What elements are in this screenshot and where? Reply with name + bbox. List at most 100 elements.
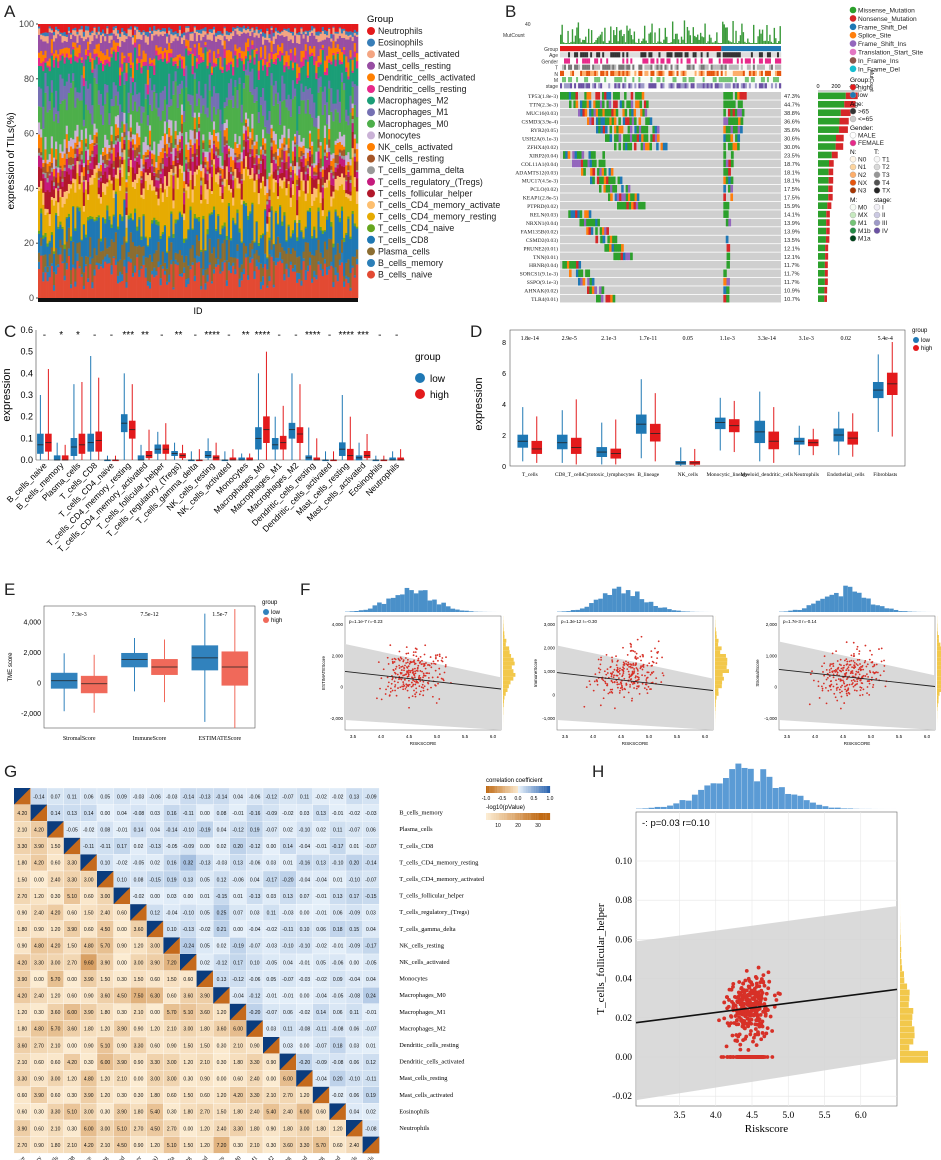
b-annotation-cell [564, 58, 567, 64]
b-annotation-cell [694, 70, 697, 76]
b-mutation-cell [597, 218, 600, 227]
a-bar-segment [206, 24, 209, 34]
a-bar-segment [40, 50, 43, 64]
a-bar-segment [138, 216, 141, 220]
a-bar-segment [240, 264, 244, 273]
a-bar-segment [326, 67, 329, 76]
a-bar-segment [279, 35, 282, 48]
a-bar-segment [195, 262, 199, 299]
a-bar-segment [99, 154, 103, 165]
a-bar-segment [50, 265, 54, 299]
a-bar-segment [242, 24, 246, 26]
b-annotation-cell [732, 83, 735, 89]
a-bar-segment [206, 228, 209, 235]
a-bar-segment [97, 104, 101, 163]
a-bar-segment [52, 290, 56, 299]
a-bar-segment [302, 38, 305, 51]
b-annotation-cell [646, 58, 649, 64]
b-gene-frequency: 47.3% [784, 94, 800, 100]
a-bar-segment [146, 144, 150, 150]
a-bar-segment [67, 30, 71, 33]
a-bar-segment [127, 175, 131, 216]
a-bar-segment [340, 136, 344, 145]
b-mutation-cell [739, 92, 743, 100]
a-bar-segment [291, 165, 295, 170]
a-bar-segment [204, 47, 207, 84]
b-top-bar [766, 25, 768, 44]
a-bar-segment [285, 150, 288, 163]
a-bar-segment [204, 26, 207, 32]
a-bar-segment [330, 33, 333, 39]
a-bar-segment [212, 144, 216, 154]
a-bar-segment [76, 136, 79, 145]
a-bar-segment [146, 154, 150, 158]
a-bar-segment [84, 104, 88, 129]
a-bar-segment [52, 253, 56, 272]
a-bar-segment [174, 173, 177, 220]
a-bar-segment [198, 261, 201, 299]
a-bar-segment [123, 62, 126, 73]
b-mutation-cell [580, 277, 583, 286]
b-mutation-cell [597, 92, 601, 100]
a-bar-segment [187, 277, 190, 285]
c-significance: - [294, 330, 297, 341]
a-bar-segment [131, 37, 135, 45]
a-bar-segment [40, 129, 43, 138]
a-bar-segment [311, 254, 314, 279]
a-bar-segment [180, 24, 184, 34]
a-bar-segment [112, 40, 116, 50]
a-bar-segment [268, 62, 271, 68]
b-annotation-cell [612, 52, 615, 58]
a-bar-segment [306, 168, 310, 174]
a-bar-segment [251, 31, 254, 41]
a-bar-segment [281, 149, 284, 160]
a-bar-segment [291, 99, 295, 141]
a-bar-segment [172, 287, 175, 290]
a-bar-segment [138, 167, 141, 179]
b-mutation-cell [627, 142, 630, 151]
a-bar-segment [163, 189, 167, 225]
a-bar-segment [168, 106, 171, 120]
b-annotation-cell [714, 64, 717, 70]
a-bar-segment [281, 52, 284, 56]
a-bar-segment [187, 168, 190, 172]
a-bar-segment [157, 266, 160, 299]
a-bar-segment [259, 238, 263, 264]
a-bar-segment [262, 154, 265, 160]
a-bar-segment [238, 153, 241, 160]
b-annotation-cell [648, 77, 651, 83]
a-bar-segment [279, 24, 282, 33]
a-bar-segment [89, 177, 92, 186]
a-bar-segment [174, 166, 177, 175]
a-bar-segment [170, 164, 173, 170]
b-annotation-cell [724, 77, 727, 83]
b-mutation-cell [725, 218, 729, 227]
a-bar-segment [93, 24, 96, 27]
b-mutation-cell [723, 151, 727, 159]
a-bar-segment [119, 213, 122, 216]
b-mutation-cell [586, 210, 590, 218]
a-bar-segment [340, 63, 344, 73]
a-bar-segment [336, 168, 340, 176]
b-mutation-cell [740, 100, 743, 109]
a-bar-segment [44, 172, 47, 179]
b-annotation-cell [726, 77, 729, 83]
b-annotation-cell [762, 58, 766, 64]
a-bar-segment [157, 241, 160, 262]
a-bar-segment [221, 123, 224, 153]
a-bar-segment [155, 173, 158, 178]
a-bar-segment [247, 215, 250, 220]
a-bar-segment [311, 145, 314, 155]
b-annotation-cell [756, 70, 760, 76]
a-bar-segment [227, 62, 231, 71]
a-bar-segment [257, 203, 261, 243]
c-legend-title: group [415, 352, 441, 363]
a-bar-segment [91, 58, 94, 70]
b-annotation-cell [692, 83, 695, 89]
a-bar-segment [161, 61, 165, 91]
b-annotation-cell [574, 70, 577, 76]
a-bar-segment [232, 188, 235, 198]
a-bar-segment [52, 205, 56, 252]
a-bar-segment [251, 248, 254, 259]
a-bar-segment [84, 49, 88, 55]
